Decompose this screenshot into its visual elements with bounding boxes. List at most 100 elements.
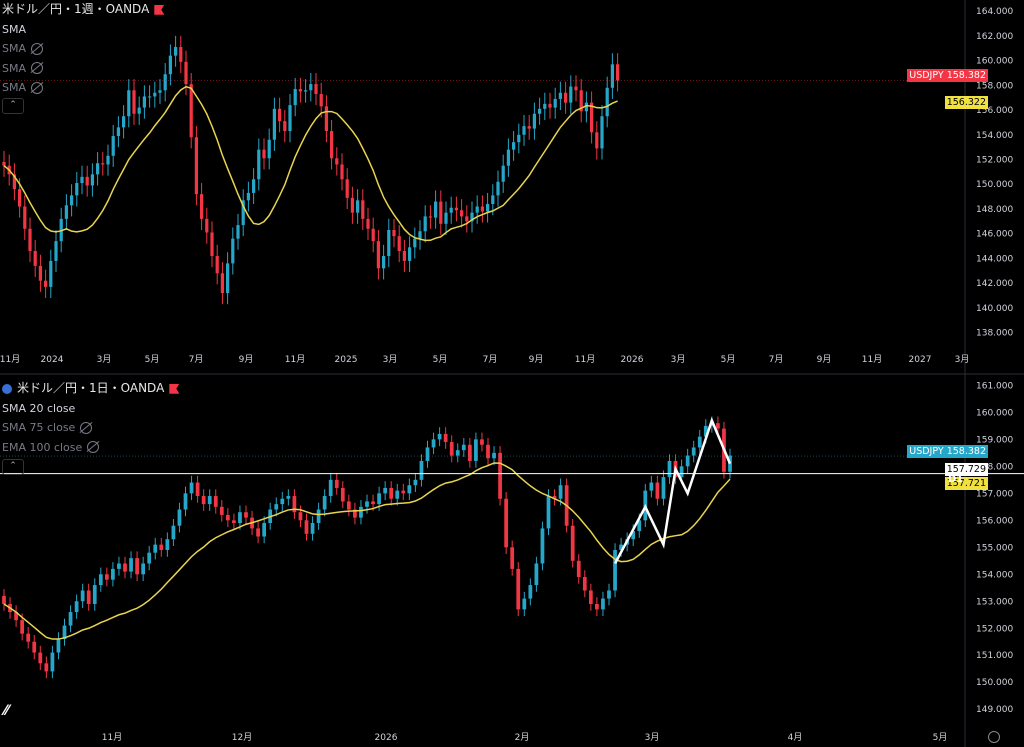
candle [595, 603, 599, 610]
candle [123, 563, 127, 572]
candle [353, 509, 357, 518]
candle [189, 84, 193, 138]
candle [137, 107, 141, 114]
candle [377, 493, 381, 505]
candle [184, 61, 188, 85]
settings-icon[interactable] [988, 731, 1000, 743]
candle [661, 477, 666, 499]
eye-off-icon[interactable] [31, 62, 43, 75]
x-tick-label: 3月 [97, 354, 112, 365]
candle [649, 482, 654, 491]
x-tick-label: 7月 [769, 354, 784, 365]
candle [2, 595, 6, 604]
bottom-indicator-sma20[interactable]: SMA 20 close [2, 401, 76, 415]
daily-chart: 161.000 160.000 159.000 158.000 157.000 156.0… [0, 381, 1024, 743]
candle [177, 509, 182, 526]
flag-icon[interactable] [169, 383, 180, 394]
eye-off-icon[interactable] [87, 441, 100, 454]
candle [423, 216, 427, 232]
candle [86, 590, 91, 604]
candle [584, 102, 589, 112]
candle [256, 528, 260, 537]
candle [610, 64, 615, 88]
candle [310, 523, 315, 534]
y-tick-label: 157.000 [976, 489, 1013, 499]
top-indicator-sma-2[interactable]: SMA [2, 61, 26, 75]
candle [359, 506, 363, 518]
candle [147, 552, 152, 564]
candle [314, 84, 318, 94]
bottom-indicator-ema100[interactable]: EMA 100 close [2, 440, 83, 454]
x-tick-label: 9月 [529, 354, 544, 365]
candle [322, 496, 327, 510]
x-tick-label: 11月 [285, 354, 305, 365]
candle [26, 633, 31, 642]
candle [366, 218, 370, 229]
candle [486, 444, 490, 459]
top-indicator-sma-1[interactable]: SMA [2, 42, 26, 55]
candle [389, 487, 394, 499]
candle [346, 501, 351, 510]
candle [431, 439, 436, 448]
candle [219, 506, 224, 515]
y-tick-label: 158.000 [976, 81, 1013, 91]
candle [401, 490, 406, 494]
candle [293, 89, 297, 106]
candle [516, 568, 521, 610]
top-indicator-sma-3[interactable]: SMA [2, 81, 26, 94]
sma-line [3, 462, 731, 640]
y-tick-label: 152.000 [976, 624, 1013, 634]
collapse-legend-button[interactable]: ⌃ [2, 459, 24, 475]
candle [74, 601, 79, 613]
candle [537, 108, 542, 114]
eye-off-icon[interactable] [80, 421, 93, 434]
bottom-cursor-tag: 157.729 [944, 463, 988, 476]
candle [459, 210, 464, 217]
candle [159, 544, 164, 550]
candle [304, 520, 309, 534]
candle [246, 192, 251, 201]
candle [576, 560, 581, 577]
y-tick-label: 151.000 [976, 651, 1013, 661]
eye-off-icon[interactable] [31, 81, 43, 94]
bottom-price-tag: USDJPY 158.382 [907, 445, 988, 458]
bottom-sma-tag: 157.721 [944, 477, 988, 490]
eye-off-icon[interactable] [31, 42, 43, 55]
candle [376, 241, 381, 269]
candle [582, 576, 587, 591]
candle [365, 501, 369, 507]
y-tick-label: 150.000 [976, 678, 1013, 688]
candle [129, 558, 133, 572]
candle [158, 90, 162, 93]
candle [498, 452, 502, 499]
y-tick-label: 158.000 [976, 462, 1013, 472]
candle [298, 512, 303, 521]
candle [613, 550, 617, 591]
top-price-tag: USDJPY 158.382 [907, 69, 988, 82]
sma-line [3, 85, 618, 242]
candle [492, 452, 496, 459]
candle [142, 96, 147, 108]
candle [69, 195, 74, 206]
candle [428, 216, 433, 218]
candle [141, 563, 146, 575]
top-indicator-sma-0[interactable]: SMA [2, 22, 26, 36]
candle [117, 563, 121, 569]
candle [54, 241, 58, 261]
top-sma-tag: 156.322 [944, 96, 988, 109]
y-tick-label: 156.000 [976, 516, 1013, 526]
candle [558, 92, 563, 99]
candle [111, 568, 115, 580]
x-tick-label: 2月 [515, 732, 530, 743]
candle [475, 206, 479, 213]
candle [163, 74, 167, 91]
candle [183, 493, 188, 510]
collapse-legend-button[interactable]: ⌃ [2, 98, 24, 114]
candle [595, 132, 599, 149]
candle [506, 149, 511, 166]
flag-icon[interactable] [154, 4, 165, 15]
bottom-indicator-sma75[interactable]: SMA 75 close [2, 421, 76, 434]
candle [286, 496, 291, 499]
candle [413, 238, 417, 248]
